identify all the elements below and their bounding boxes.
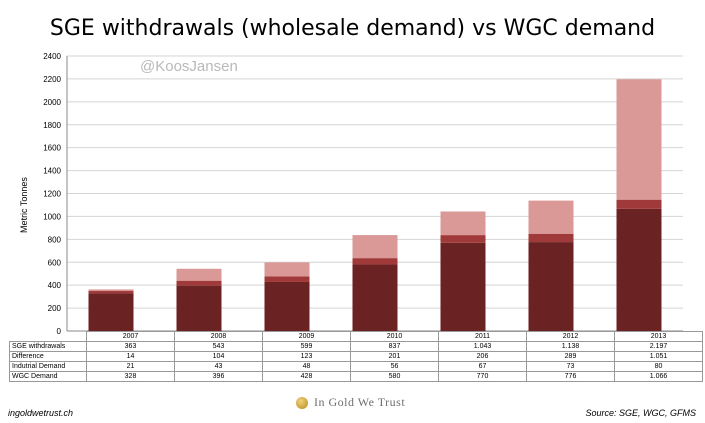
y-tick-label: 200 xyxy=(48,304,62,313)
row-header: Difference xyxy=(9,351,87,362)
bar-segment-wgc-demand-2012 xyxy=(528,242,574,331)
bar-segment-wgc-demand-2013 xyxy=(616,208,662,331)
bar-segment-difference-2013 xyxy=(616,79,662,200)
table-cell: 1.138 xyxy=(526,341,615,352)
y-tick-label: 1000 xyxy=(43,212,61,221)
table-cell: 2.197 xyxy=(614,341,703,352)
row-header: WGC Demand xyxy=(9,371,87,382)
table-cell: 56 xyxy=(350,361,439,372)
table-cell: 580 xyxy=(350,371,439,382)
bar-segment-wgc-demand-2007 xyxy=(88,293,134,331)
row-header: SGE withdrawals xyxy=(9,341,87,352)
y-tick-label: 600 xyxy=(48,258,62,267)
bar-segment-indutrial-demand-2010 xyxy=(352,258,398,265)
bar-segment-wgc-demand-2009 xyxy=(264,281,310,331)
table-cell: 2011 xyxy=(438,331,527,342)
table-row-industrial: Indutrial Demand 21 43 48 56 67 73 80 xyxy=(9,361,703,372)
table-cell: 1.043 xyxy=(438,341,527,352)
table-cell: 363 xyxy=(86,341,175,352)
table-cell: 67 xyxy=(438,361,527,372)
table-row-wgc: WGC Demand 328 396 428 580 770 776 1.066 xyxy=(9,371,703,382)
bar-segment-wgc-demand-2008 xyxy=(176,285,222,331)
table-cell: 104 xyxy=(174,351,263,362)
row-header xyxy=(10,332,87,342)
table-cell: 328 xyxy=(86,371,175,382)
data-table: 2007 2008 2009 2010 2011 2012 2013 SGE withdraw… xyxy=(9,331,703,382)
site-url: ingoldwetrust.ch xyxy=(8,408,74,418)
table-cell: 43 xyxy=(174,361,263,372)
bar-segment-difference-2008 xyxy=(176,268,222,281)
y-tick-label: 800 xyxy=(48,235,62,244)
table-cell: 770 xyxy=(438,371,527,382)
table-cell: 396 xyxy=(174,371,263,382)
table-cell: 428 xyxy=(262,371,351,382)
table-cell: 776 xyxy=(526,371,615,382)
bar-segment-indutrial-demand-2013 xyxy=(616,199,662,209)
y-tick-label: 2000 xyxy=(43,98,61,107)
bar-segment-indutrial-demand-2007 xyxy=(88,291,134,294)
table-cell: 543 xyxy=(174,341,263,352)
table-cell: 21 xyxy=(86,361,175,372)
y-tick-label: 1600 xyxy=(43,144,61,153)
bar-segment-indutrial-demand-2011 xyxy=(440,235,486,243)
table-cell: 123 xyxy=(262,351,351,362)
watermark: @KoosJansen xyxy=(140,58,238,75)
table-cell: 14 xyxy=(86,351,175,362)
table-cell: 48 xyxy=(262,361,351,372)
table-cell: 2012 xyxy=(526,331,615,342)
table-header-row: 2007 2008 2009 2010 2011 2012 2013 xyxy=(10,331,703,342)
bar-segment-indutrial-demand-2008 xyxy=(176,280,222,286)
table-cell: 1.051 xyxy=(614,351,703,362)
bar-segment-difference-2012 xyxy=(528,200,574,234)
bar-segment-difference-2011 xyxy=(440,211,486,236)
y-tick-label: 2200 xyxy=(43,75,61,84)
y-tick-label: 1800 xyxy=(43,121,61,130)
bar-segment-wgc-demand-2010 xyxy=(352,264,398,331)
table-cell: 201 xyxy=(350,351,439,362)
y-tick-label: 400 xyxy=(48,281,62,290)
table-cell: 206 xyxy=(438,351,527,362)
y-tick-label: 1400 xyxy=(43,167,61,176)
bar-segment-difference-2009 xyxy=(264,262,310,277)
table-row-sge: SGE withdrawals 363 543 599 837 1.043 1.138 2.1… xyxy=(9,341,703,352)
source-note: Source: SGE, WGC, GFMS xyxy=(585,408,696,418)
bar-segment-difference-2007 xyxy=(88,289,134,292)
y-tick-label: 0 xyxy=(57,327,62,336)
chart-title: SGE withdrawals (wholesale demand) vs WG… xyxy=(49,16,656,41)
row-header: Indutrial Demand xyxy=(9,361,87,372)
brand-name: In Gold We Trust xyxy=(314,395,406,409)
bar-segment-indutrial-demand-2009 xyxy=(264,276,310,282)
table-cell: 2007 xyxy=(86,331,175,342)
table-cell: 2013 xyxy=(614,331,703,342)
table-cell: 599 xyxy=(262,341,351,352)
table-cell: 2009 xyxy=(262,331,351,342)
bar-segment-difference-2010 xyxy=(352,235,398,259)
y-tick-label: 1200 xyxy=(43,190,61,199)
table-cell: 289 xyxy=(526,351,615,362)
table-cell: 1.066 xyxy=(614,371,703,382)
table-cell: 80 xyxy=(614,361,703,372)
gold-coin-icon xyxy=(296,396,308,409)
table-cell: 2010 xyxy=(350,331,439,342)
brand: In Gold We Trust xyxy=(296,395,405,410)
bar-segment-wgc-demand-2011 xyxy=(440,242,486,331)
table-cell: 837 xyxy=(350,341,439,352)
table-cell: 73 xyxy=(526,361,615,372)
table-cell: 2008 xyxy=(174,331,263,342)
y-tick-label: 2400 xyxy=(43,52,61,61)
bar-segment-indutrial-demand-2012 xyxy=(528,233,574,243)
table-row-difference: Difference 14 104 123 201 206 289 1.051 xyxy=(9,351,703,362)
